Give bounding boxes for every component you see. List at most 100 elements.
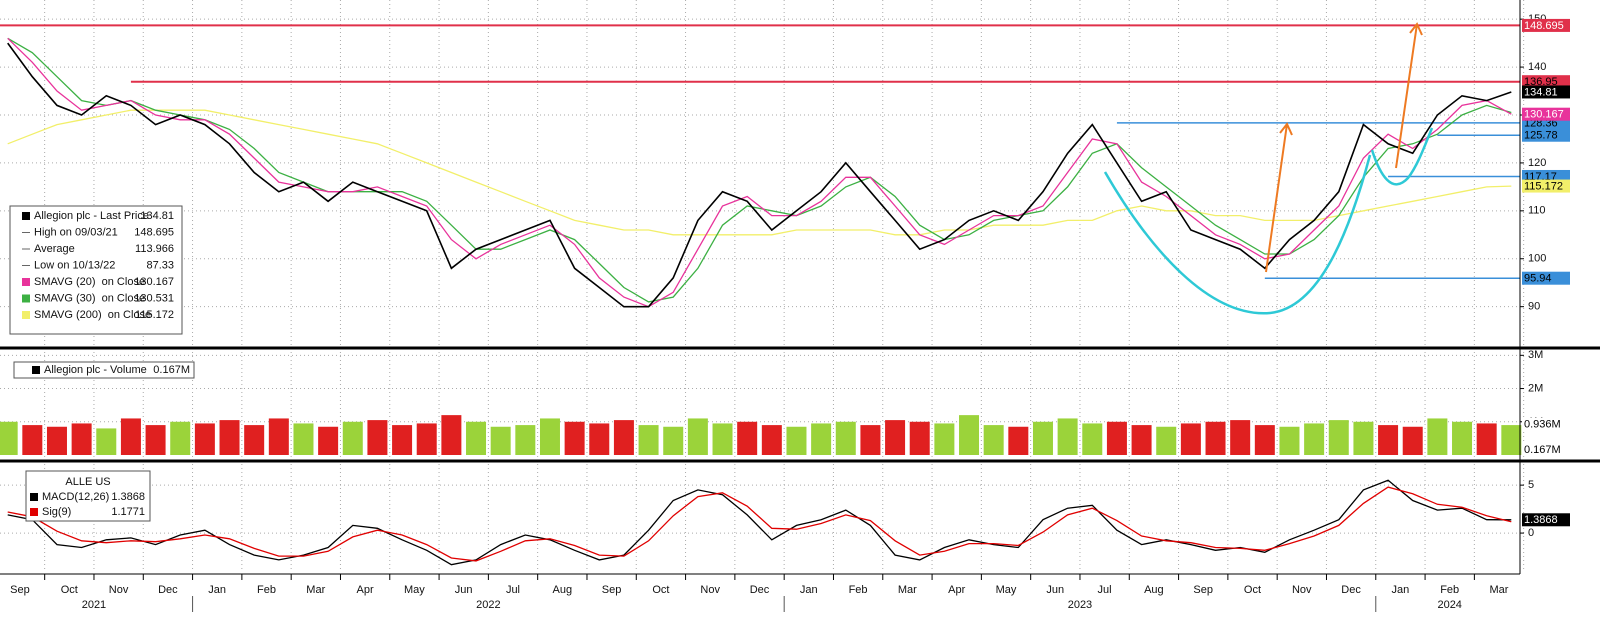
x-tick-label: Apr <box>357 584 374 596</box>
y-tick-label: 110 <box>1528 205 1546 217</box>
x-tick-label: Nov <box>700 584 720 596</box>
volume-bar <box>1279 426 1300 455</box>
y-tick-label: 140 <box>1528 61 1546 73</box>
legend-swatch <box>22 294 30 303</box>
legend-value: 1.3868 <box>111 491 145 503</box>
value-tag: 136.95 <box>1524 76 1558 88</box>
volume-bar <box>268 418 289 455</box>
legend-label: SMAVG (200) on Close <box>34 309 151 321</box>
volume-bar <box>959 415 980 455</box>
year-label: 2021 <box>82 599 106 611</box>
x-tick-label: Nov <box>1292 584 1312 596</box>
legend-swatch <box>22 212 30 220</box>
volume-bar <box>1106 421 1127 455</box>
volume-bar <box>1230 420 1251 455</box>
volume-bar <box>712 423 733 455</box>
volume-bar <box>811 423 832 455</box>
legend-value: 87.33 <box>146 259 174 271</box>
volume-bar <box>761 425 782 455</box>
volume-bar <box>934 423 955 455</box>
volume-bar <box>170 421 191 455</box>
year-label: 2024 <box>1437 599 1461 611</box>
value-tag-box <box>1522 75 1570 89</box>
x-tick-label: Nov <box>109 584 129 596</box>
value-tag-box <box>1522 513 1570 527</box>
volume-bar <box>1452 421 1473 455</box>
series-line <box>7 37 1512 303</box>
legend-swatch <box>22 311 30 319</box>
value-tag-box <box>1522 85 1570 99</box>
target-arrow <box>1265 122 1293 273</box>
plot: 901001101201301401501M2M3M05 <box>0 13 1546 566</box>
legend-value: 148.695 <box>134 226 174 238</box>
volume-bar <box>46 426 67 455</box>
x-tick-label: Oct <box>61 584 78 596</box>
volume-bar <box>244 425 265 455</box>
volume-bar <box>367 420 388 455</box>
volume-bar <box>318 426 339 455</box>
year-label: 2022 <box>476 599 500 611</box>
x-tick-label: Jul <box>1098 584 1112 596</box>
volume-bar <box>983 425 1004 455</box>
value-tag-box <box>1522 107 1570 121</box>
x-tick-label: Aug <box>1144 584 1164 596</box>
legend-value: 130.531 <box>134 292 174 304</box>
x-tick-label: Jan <box>208 584 226 596</box>
volume-bar <box>71 423 92 455</box>
volume-bar <box>392 425 413 455</box>
x-tick-label: Jul <box>506 584 520 596</box>
x-tick-label: Sep <box>602 584 622 596</box>
volume-bar <box>1156 426 1177 455</box>
x-tick-label: Jan <box>800 584 818 596</box>
volume-bar <box>835 421 856 455</box>
series-line <box>7 109 1512 236</box>
volume-bar <box>1378 425 1399 455</box>
legend-label: Average <box>34 243 75 255</box>
volume-bar <box>490 426 511 455</box>
y-tick-label: 3M <box>1528 349 1543 361</box>
volume-bar <box>416 423 437 455</box>
volume-bar <box>1427 418 1448 455</box>
volume-bar <box>860 425 881 455</box>
value-tag: 130.167 <box>1524 109 1564 121</box>
volume-bar <box>515 425 536 455</box>
legend-label: Low on 10/13/22 <box>34 259 115 271</box>
volume-bar <box>687 418 708 455</box>
volume-bar <box>589 423 610 455</box>
volume-bar <box>0 421 18 455</box>
x-tick-label: Mar <box>898 584 917 596</box>
x-tick-label: Aug <box>552 584 572 596</box>
volume-bar <box>1205 421 1226 455</box>
x-tick-label: Mar <box>306 584 325 596</box>
volume-bar <box>737 421 758 455</box>
volume-bar <box>1254 425 1275 455</box>
volume-bar <box>1057 418 1078 455</box>
x-tick-label: Jan <box>1392 584 1410 596</box>
legend-title: ALLE US <box>65 476 110 488</box>
handle-shape <box>1370 127 1434 186</box>
x-tick-label: Oct <box>652 584 669 596</box>
x-tick-label: Dec <box>158 584 178 596</box>
legend-value: 115.172 <box>135 309 174 321</box>
x-tick-label: Feb <box>257 584 276 596</box>
volume-bar <box>1032 421 1053 455</box>
legend-value: 134.81 <box>140 210 174 222</box>
legend-label: Allegion plc - Last Price <box>34 210 149 222</box>
series-line <box>7 37 1512 308</box>
y-tick-label: 0 <box>1528 527 1534 539</box>
value-tag-box <box>1522 18 1570 32</box>
x-tick-label: May <box>404 584 425 596</box>
volume-bar <box>194 423 215 455</box>
legend-swatch <box>32 366 40 374</box>
legend-swatch <box>22 278 30 286</box>
y-tick-label: 90 <box>1528 301 1540 313</box>
legend: ALLE US MACD(12,26) 1.3868 Sig(9) 1.1771 <box>25 470 151 522</box>
volume-bar <box>1501 425 1522 455</box>
value-tag: 95.94 <box>1524 273 1552 285</box>
volume-bar <box>1180 423 1201 455</box>
value-tag-box <box>1522 128 1570 142</box>
volume-bar <box>22 425 43 455</box>
